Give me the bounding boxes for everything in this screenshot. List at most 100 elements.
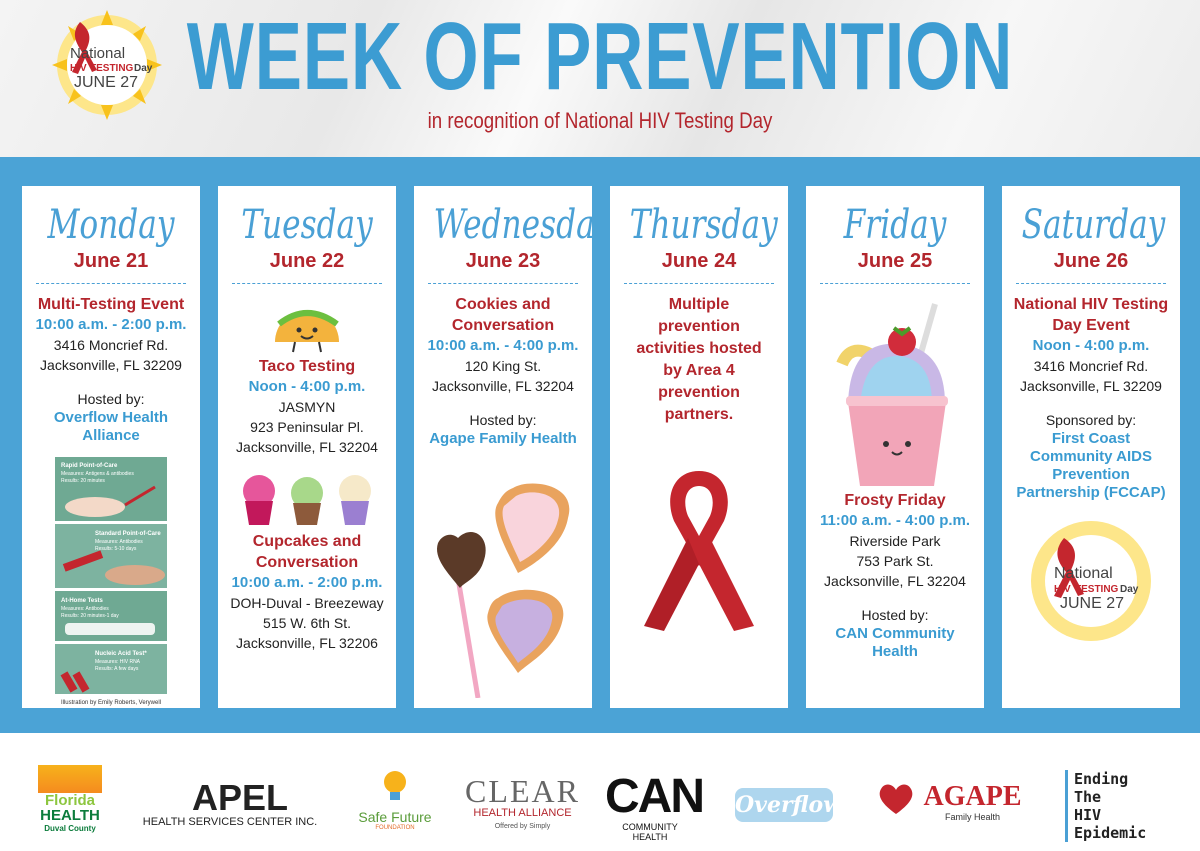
time: 10:00 a.m. - 4:00 p.m.	[427, 337, 579, 354]
event: Cupcakes and Conversation	[252, 533, 362, 571]
panel-title: Rapid Point-of-Care	[61, 463, 118, 469]
panel-title: At-Home Tests	[61, 598, 104, 604]
day-name: Monday	[47, 202, 175, 248]
badge: National HIV TESTING Day JUNE 27	[52, 10, 162, 120]
address: Jacksonville, FL 32209	[40, 357, 182, 373]
address: Jacksonville, FL 32206	[236, 635, 378, 651]
day-column: Wednesday June 23 Cookies and Conversati…	[414, 186, 592, 708]
logo-sub: HEALTH SERVICES CENTER INC.	[142, 816, 318, 828]
shaved-ice-art	[836, 303, 948, 486]
host: Overflow Health Alliance	[53, 409, 169, 444]
logo: AGAPE Family Health	[875, 782, 1030, 822]
title: WEEK OF PREVENTION	[186, 3, 1014, 110]
badge-hiv: HIV	[70, 63, 87, 74]
date: June 25	[857, 250, 933, 272]
badge-date: JUNE 27	[74, 74, 138, 91]
divider	[1016, 283, 1166, 284]
logo: CLEAR HEALTH ALLIANCE Offered by Simply	[465, 775, 580, 830]
address: 923 Peninsular Pl.	[250, 419, 364, 435]
address: 120 King St.	[464, 358, 542, 374]
logo-line: Epidemic	[1074, 824, 1147, 842]
badge: National HIV TESTING Day JUNE 27	[1031, 521, 1151, 641]
event: Multiple prevention activities hosted by…	[636, 296, 762, 423]
header: National HIV TESTING Day JUNE 27 WEEK OF…	[0, 0, 1200, 157]
ribbon	[72, 22, 97, 74]
panel-measures: Measures: Antibodies	[61, 606, 109, 612]
logo: CAN COMMUNITY HEALTH	[605, 770, 705, 843]
panel: At-Home Tests Measures: AntibodiesResults…	[55, 591, 167, 641]
badge-hiv: HIV	[1054, 584, 1071, 595]
logo-name: Florida	[44, 792, 95, 809]
logo: Ending The HIV Epidemic	[1065, 770, 1184, 842]
address: Jacksonville, FL 32204	[432, 378, 574, 394]
host-label: Hosted by:	[861, 607, 929, 623]
panel-results: Results: 5-10 days	[95, 546, 137, 552]
day-name: Thursday	[629, 202, 778, 248]
logo-name: CAN	[605, 770, 705, 823]
panel-measures: Measures: Antibodies	[95, 539, 143, 545]
day-name: Tuesday	[241, 202, 373, 248]
event: National HIV Testing Day Event	[1013, 296, 1169, 334]
logo-sub: HEALTH ALLIANCE	[473, 807, 572, 819]
logo-sub: Family Health	[944, 812, 1000, 822]
day-name: Wednesday	[433, 202, 592, 248]
host: First Coast Community AIDS Prevention Pa…	[1016, 430, 1166, 501]
divider	[36, 283, 186, 284]
logo-line: Ending	[1074, 770, 1129, 788]
address: Riverside Park	[849, 533, 941, 549]
panel-title: Standard Point-of-Care	[95, 531, 161, 537]
logo: Safe Future FOUNDATION	[355, 768, 435, 831]
panel-results: Results: 20 minutes	[61, 478, 105, 484]
panel: Standard Point-of-Care Measures: Antibodi…	[55, 524, 167, 588]
divider	[624, 283, 774, 284]
heart	[879, 784, 913, 814]
logo-line: The	[1074, 788, 1102, 806]
badge-day: Day	[134, 63, 153, 74]
address: JASMYN	[278, 399, 336, 415]
date: June 26	[1053, 250, 1129, 272]
address: 515 W. 6th St.	[263, 615, 351, 631]
day-column: Saturday June 26 National HIV Testing Da…	[1002, 186, 1180, 708]
address: Jacksonville, FL 32204	[824, 573, 966, 589]
date: June 21	[73, 250, 149, 272]
badge-testing: TESTING	[90, 63, 134, 74]
day-column: Thursday June 24 Multiple prevention act…	[610, 186, 788, 708]
logo-name: APEL	[191, 777, 288, 818]
time: 11:00 a.m. - 4:00 p.m.	[819, 512, 971, 529]
address: Jacksonville, FL 32204	[236, 439, 378, 455]
event: Multi-Testing Event	[37, 296, 185, 313]
day-name: Friday	[843, 202, 947, 248]
logo-note: Offered by Simply	[494, 823, 551, 830]
testing-illustration: Rapid Point-of-Care Measures: Antigens & …	[55, 457, 167, 706]
logo: Florida HEALTH Duval County	[38, 765, 102, 833]
logo: APEL HEALTH SERVICES CENTER INC.	[135, 777, 325, 829]
panel-measures: Measures: HIV RNA	[95, 659, 141, 665]
bulb	[384, 771, 406, 800]
subtitle: in recognition of National HIV Testing D…	[427, 108, 773, 133]
logo-name: AGAPE	[923, 781, 1022, 812]
day-column: Friday June 25 Frosty Friday 11:00 a.m. …	[806, 186, 984, 708]
host: CAN Community Health	[835, 625, 955, 660]
host: Agape Family Health	[429, 430, 577, 447]
address: 3416 Moncrief Rd.	[53, 337, 169, 353]
logo-sub: HEALTH	[40, 807, 100, 824]
host-label: Hosted by:	[77, 391, 145, 407]
badge-day: Day	[1120, 584, 1139, 595]
panel: Nucleic Acid Test* Measures: HIV RNAResul…	[55, 644, 167, 694]
panel-title: Nucleic Acid Test*	[95, 651, 147, 657]
event: Frosty Friday	[844, 492, 946, 509]
badge-date: JUNE 27	[1060, 595, 1124, 612]
divider	[820, 283, 970, 284]
divider	[232, 283, 382, 284]
time: Noon - 4:00 p.m.	[1032, 337, 1150, 354]
address: Jacksonville, FL 32209	[1020, 378, 1162, 394]
badge-testing: TESTING	[1075, 584, 1119, 595]
taco-art	[275, 310, 339, 353]
logo-sub: FOUNDATION	[375, 825, 415, 831]
address: 753 Park St.	[856, 553, 934, 569]
address: DOH-Duval - Breezeway	[230, 595, 384, 611]
time: 10:00 a.m. - 2:00 p.m.	[35, 316, 187, 333]
host-label: Hosted by:	[469, 412, 537, 428]
ribbon-art	[644, 471, 754, 631]
